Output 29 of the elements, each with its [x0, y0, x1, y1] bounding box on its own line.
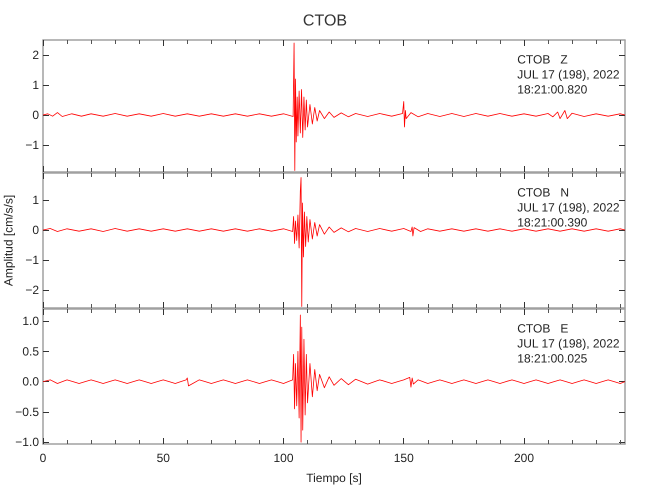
- y-tick-label: 0: [32, 108, 40, 122]
- y-tick-label: 1: [32, 78, 40, 92]
- annotation: 18:21:00.025: [517, 352, 588, 366]
- annotation: JUL 17 (198), 2022: [517, 336, 620, 350]
- annotation: CTOB E: [517, 322, 568, 336]
- annotation: JUL 17 (198), 2022: [517, 200, 620, 214]
- x-tick-label: 200: [514, 451, 534, 465]
- y-tick-label: 0.0: [22, 374, 40, 389]
- annotation: JUL 17 (198), 2022: [517, 68, 620, 82]
- y-tick-label: 0.5: [22, 344, 40, 358]
- y-tick-label: −1: [25, 138, 40, 152]
- y-tick-label: 0: [32, 223, 40, 237]
- x-tick-label: 100: [273, 451, 294, 465]
- y-tick-label: −1.0: [15, 435, 40, 450]
- y-tick-label: 2: [32, 48, 40, 62]
- x-tick-label: 50: [156, 451, 170, 465]
- y-tick-label: −2: [25, 283, 40, 297]
- y-axis-title: Amplitud [cm/s/s]: [1, 194, 16, 286]
- y-tick-label: −0.5: [15, 404, 40, 419]
- annotation: CTOB Z: [517, 52, 568, 66]
- y-tick-label: 1.0: [22, 314, 40, 328]
- y-tick-label: −1: [25, 253, 40, 267]
- x-axis-title: Tiempo [s]: [306, 471, 362, 485]
- annotation: 18:21:00.390: [517, 216, 588, 230]
- x-tick-label: 150: [394, 451, 414, 465]
- chart-title: CTOB: [302, 12, 348, 30]
- annotation: 18:21:00.820: [517, 82, 588, 96]
- annotation: CTOB N: [517, 186, 570, 200]
- y-tick-label: 1: [32, 193, 40, 207]
